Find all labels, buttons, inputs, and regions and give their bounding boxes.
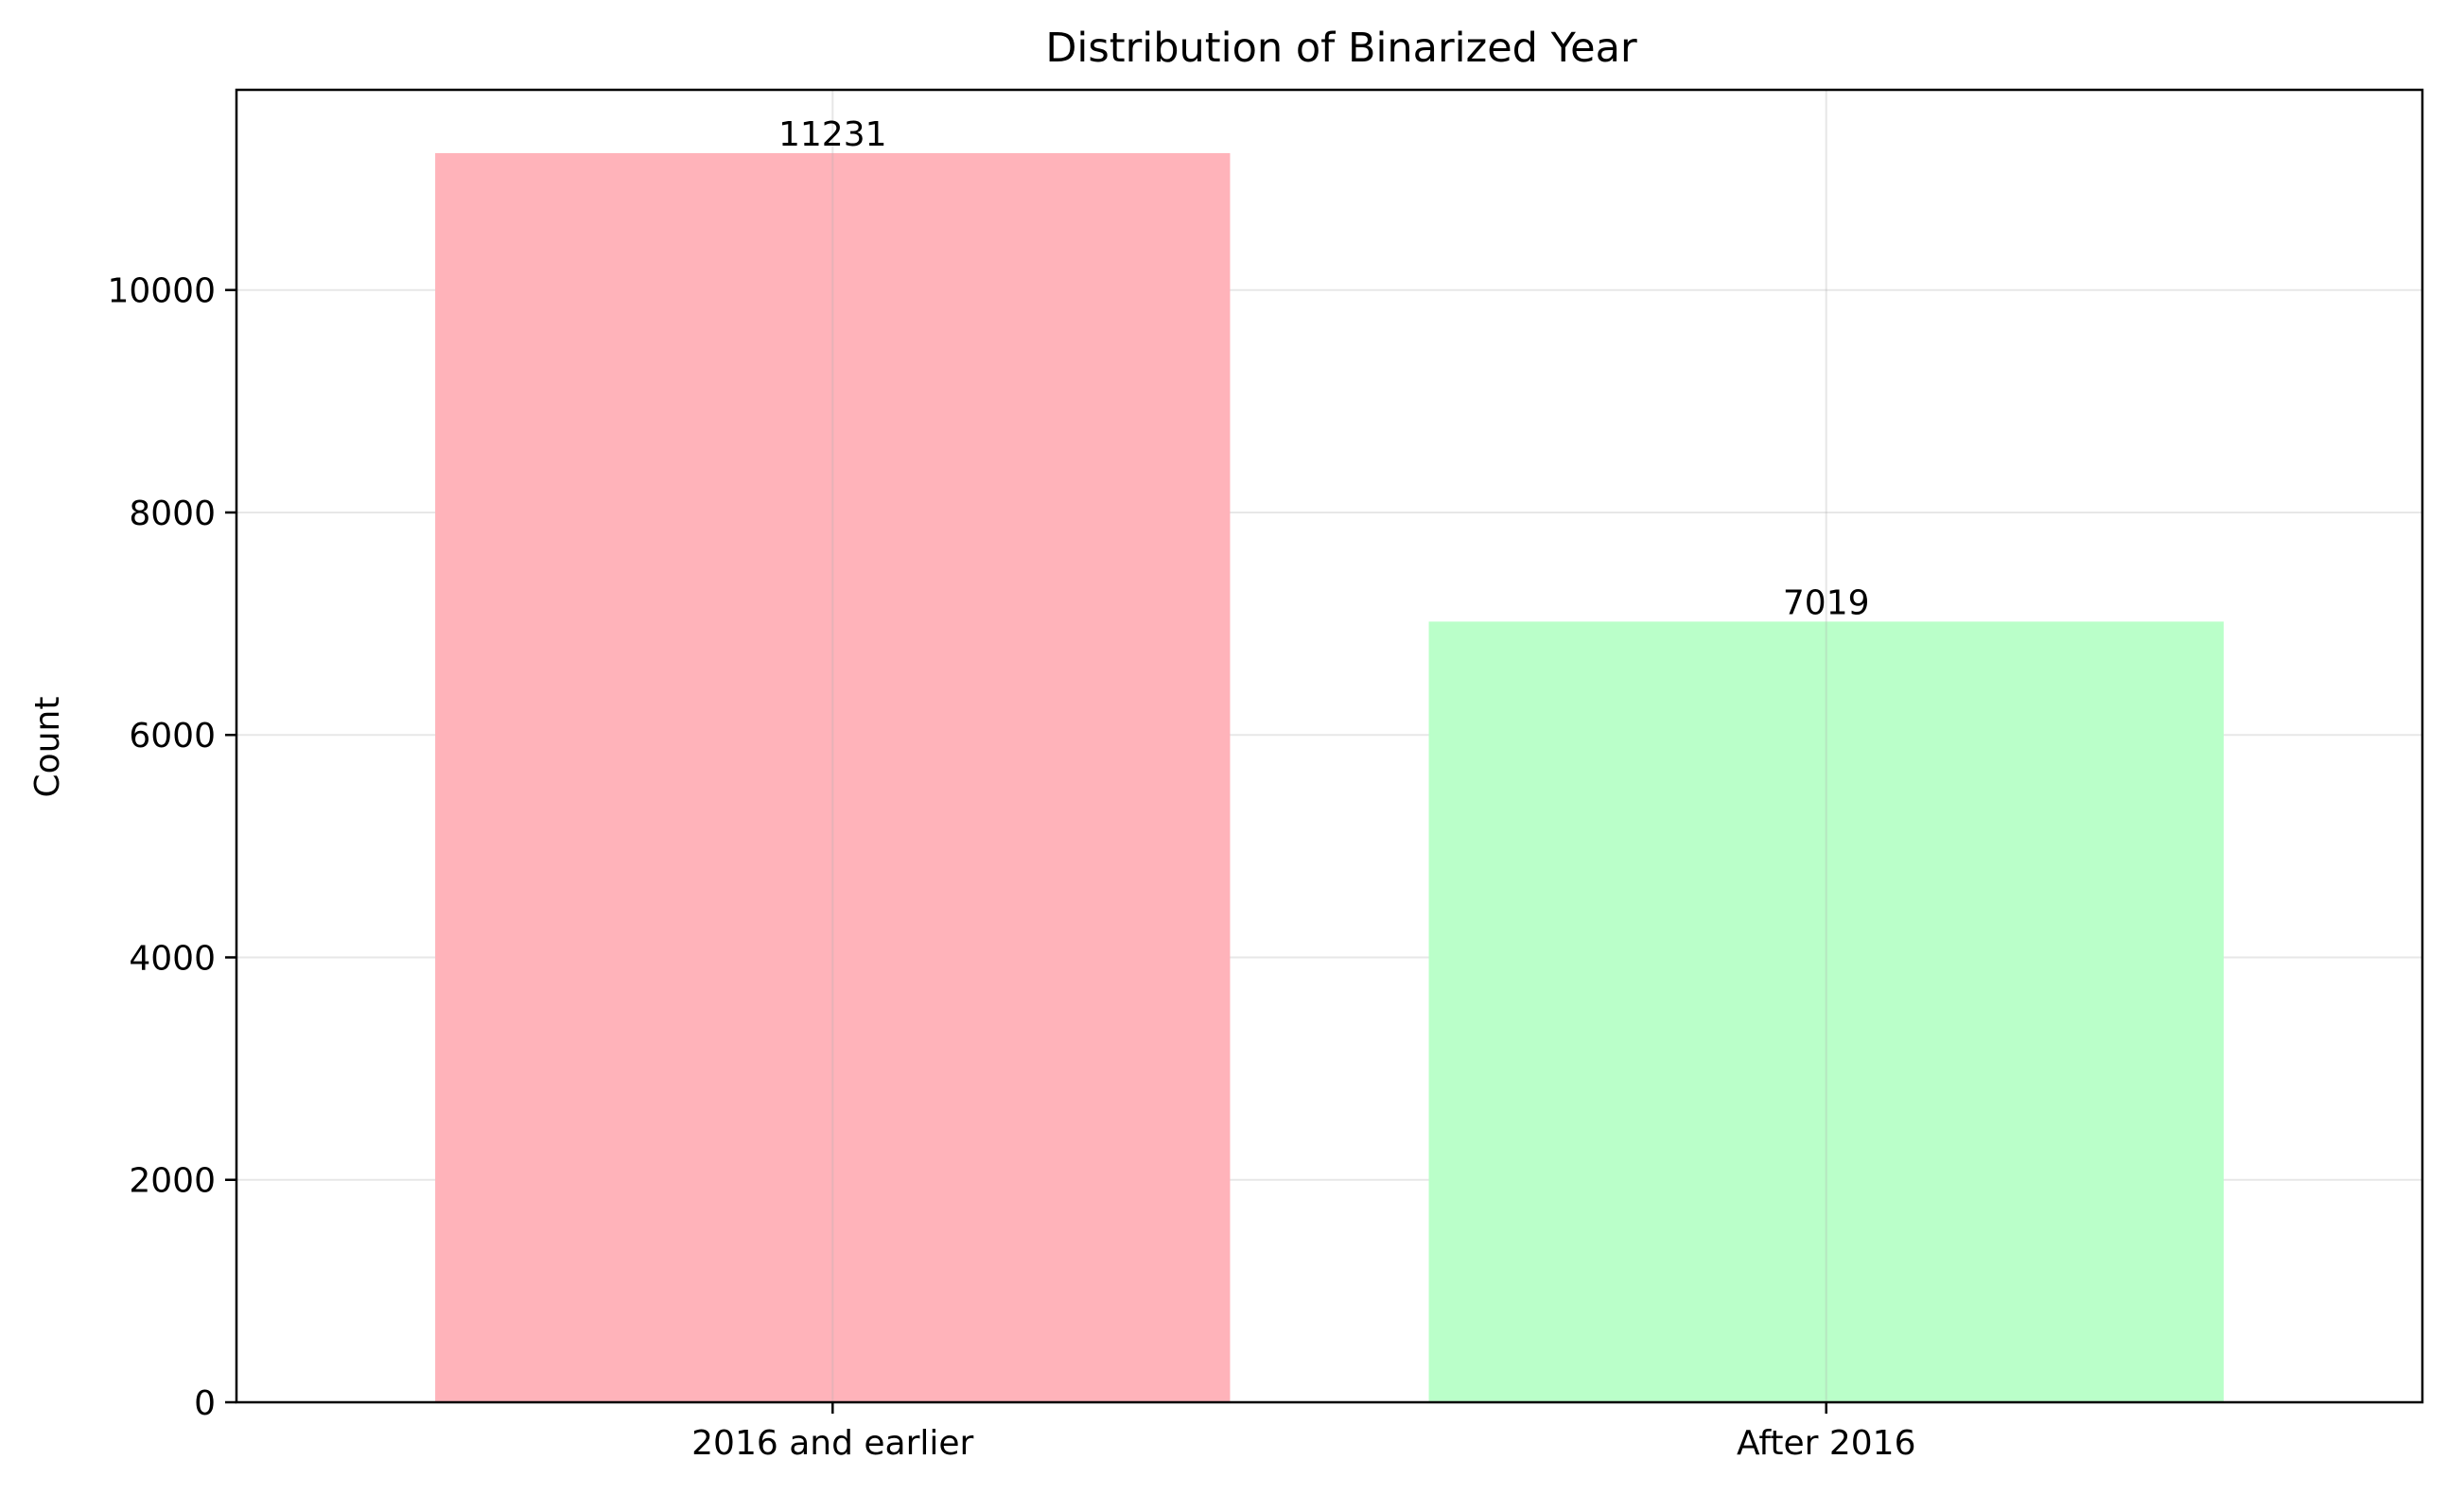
- bars: [435, 152, 2224, 1403]
- x-axis-ticks: 2016 and earlier After 2016: [691, 1402, 1915, 1463]
- y-tick-label: 2000: [129, 1162, 216, 1201]
- x-tick-label: After 2016: [1737, 1424, 1916, 1463]
- bar: [1428, 621, 2224, 1402]
- bar: [435, 152, 1231, 1403]
- y-axis-ticks: 0 2000 4000 6000 8000 10000: [107, 272, 236, 1423]
- y-tick-label: 8000: [129, 495, 216, 533]
- bar-value-label: 7019: [1783, 583, 1870, 622]
- chart-title: Distribution of Binarized Year: [1045, 25, 1637, 72]
- y-tick-label: 4000: [129, 939, 216, 978]
- y-tick-label: 0: [194, 1384, 216, 1423]
- vertical-grid-lines: [831, 90, 1827, 1402]
- y-tick-label: 10000: [107, 272, 216, 311]
- bar-value-label: 11231: [778, 115, 887, 154]
- x-tick-label: 2016 and earlier: [691, 1424, 973, 1463]
- y-tick-label: 6000: [129, 717, 216, 756]
- plot-frame: [235, 88, 2424, 1404]
- y-axis-label: Count: [28, 697, 67, 798]
- bar-value-labels: 11231 7019: [778, 115, 1870, 622]
